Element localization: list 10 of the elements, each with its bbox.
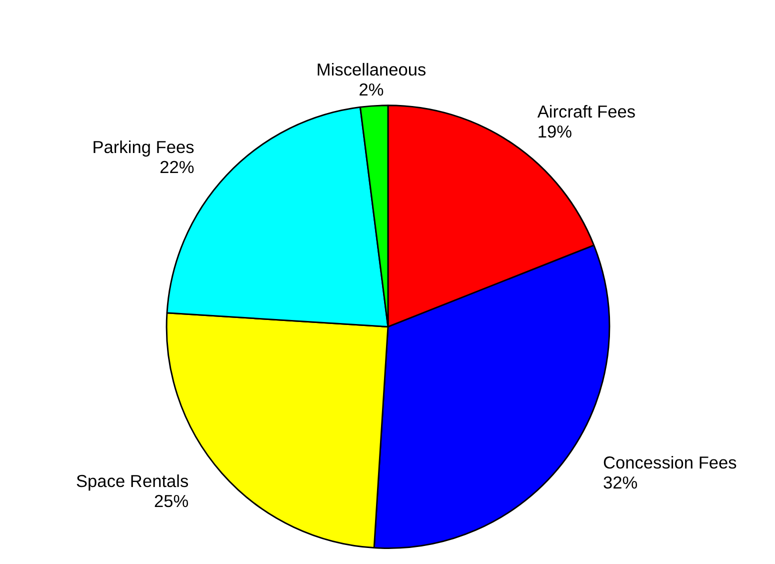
slice-label: Concession Fees: [602, 452, 738, 473]
data-label: 2%: [358, 79, 384, 100]
data-label: 19%: [537, 122, 572, 142]
data-label: 32%: [602, 472, 638, 493]
slice-label: Parking Fees: [92, 137, 195, 158]
data-label: 25%: [154, 490, 189, 511]
slice-label: Miscellaneous: [316, 59, 427, 80]
slice-label: Space Rentals: [76, 470, 190, 491]
data-label: 22%: [160, 157, 194, 178]
slice-label: Aircraft Fees: [537, 102, 636, 122]
